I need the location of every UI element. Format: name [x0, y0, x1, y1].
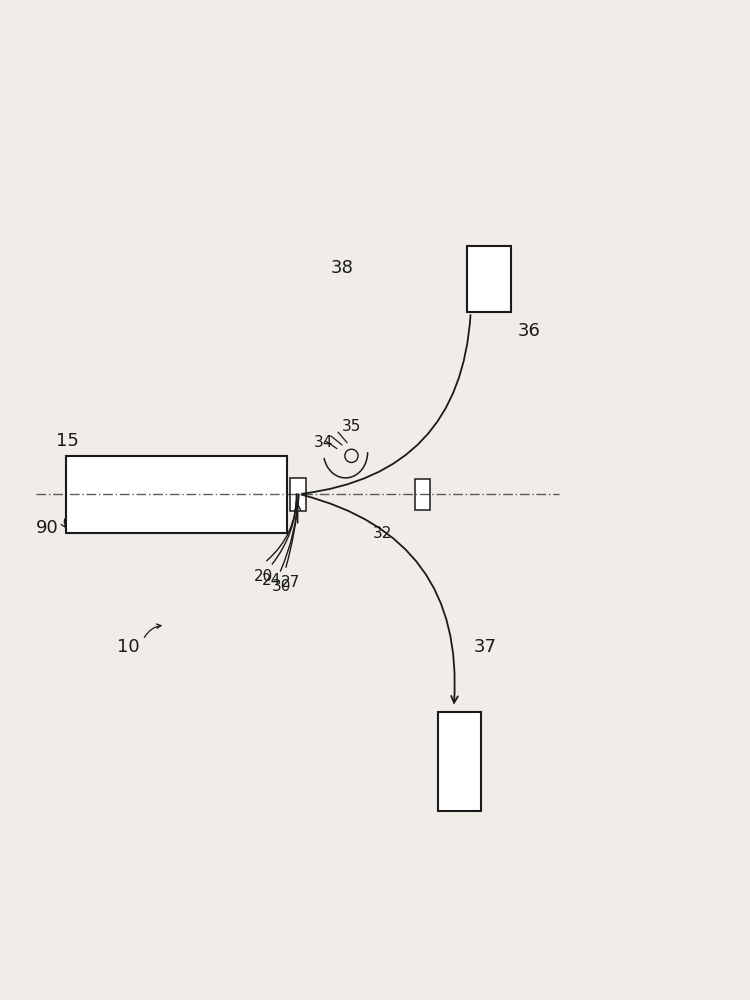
Text: 24: 24: [262, 573, 281, 588]
Text: 36: 36: [518, 322, 541, 340]
Text: 10: 10: [117, 638, 140, 656]
Bar: [438, 712, 481, 811]
Text: 35: 35: [342, 419, 362, 434]
Text: 20: 20: [254, 569, 273, 584]
Text: 90: 90: [36, 519, 58, 537]
Text: 30: 30: [272, 579, 291, 594]
Bar: [467, 246, 512, 312]
Bar: [290, 478, 306, 511]
Text: 38: 38: [331, 259, 353, 277]
Text: 37: 37: [474, 638, 497, 656]
Bar: [416, 479, 430, 510]
Bar: [66, 456, 286, 533]
Text: 32: 32: [373, 526, 392, 541]
Text: 27: 27: [280, 575, 300, 590]
Text: 34: 34: [314, 435, 333, 450]
Text: 15: 15: [56, 432, 79, 450]
